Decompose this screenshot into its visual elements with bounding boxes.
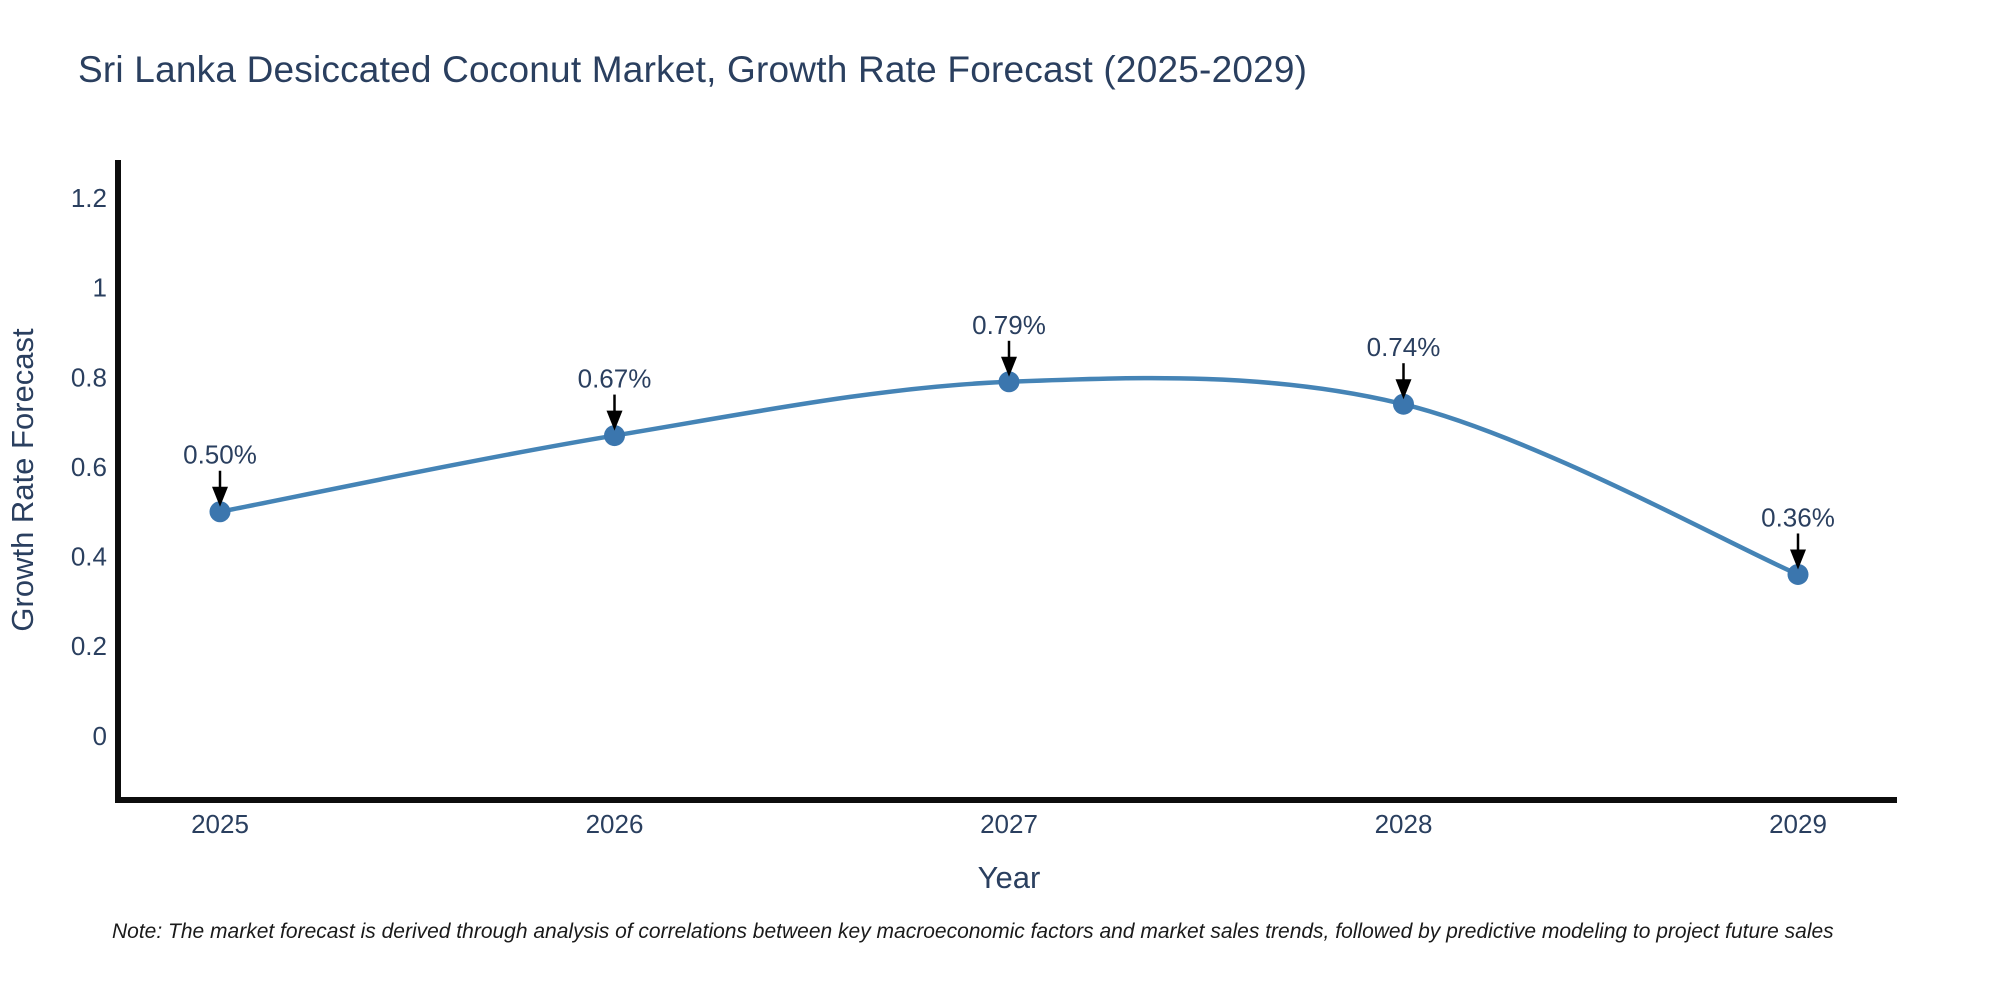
data-point-marker-2026 [604,425,625,447]
x-axis-title: Year [978,860,1041,895]
x-tick-label: 2029 [1769,809,1827,839]
trend-line [217,375,1801,577]
annotation-label: 0.36% [1761,502,1835,532]
annotation-label: 0.74% [1367,332,1441,362]
y-tick-label: 1.2 [71,183,107,213]
data-point-marker-2027 [998,371,1020,393]
y-tick-label: 0 [93,721,107,751]
footnote: Note: The market forecast is derived thr… [112,920,1834,943]
annotation-arrow-head [212,486,228,507]
data-point-marker-2028 [1393,393,1414,415]
annotation-label: 0.79% [972,310,1046,340]
annotation-label: 0.67% [578,364,652,394]
chart-title: Sri Lanka Desiccated Coconut Market, Gro… [78,49,1308,90]
y-tick-label: 0.2 [71,631,107,661]
y-tick-label: 1 [93,273,107,303]
annotation-arrow-head [1790,549,1806,570]
x-tick-label: 2026 [586,809,644,839]
y-tick-label: 0.6 [71,452,107,482]
annotation-arrow-head [606,410,623,431]
data-point-marker-2025 [209,501,231,523]
y-tick-label: 0.4 [71,542,107,572]
annotation-label: 0.50% [183,440,257,470]
y-axis-title: Growth Rate Forecast [5,328,40,632]
data-point-marker-2029 [1787,563,1809,585]
x-tick-label: 2028 [1375,809,1433,839]
annotation-arrow-head [1395,379,1412,400]
y-tick-label: 0.8 [71,362,107,392]
x-tick-label: 2025 [191,809,249,839]
x-tick-label: 2027 [980,809,1038,839]
annotation-arrow-head [1001,356,1017,377]
